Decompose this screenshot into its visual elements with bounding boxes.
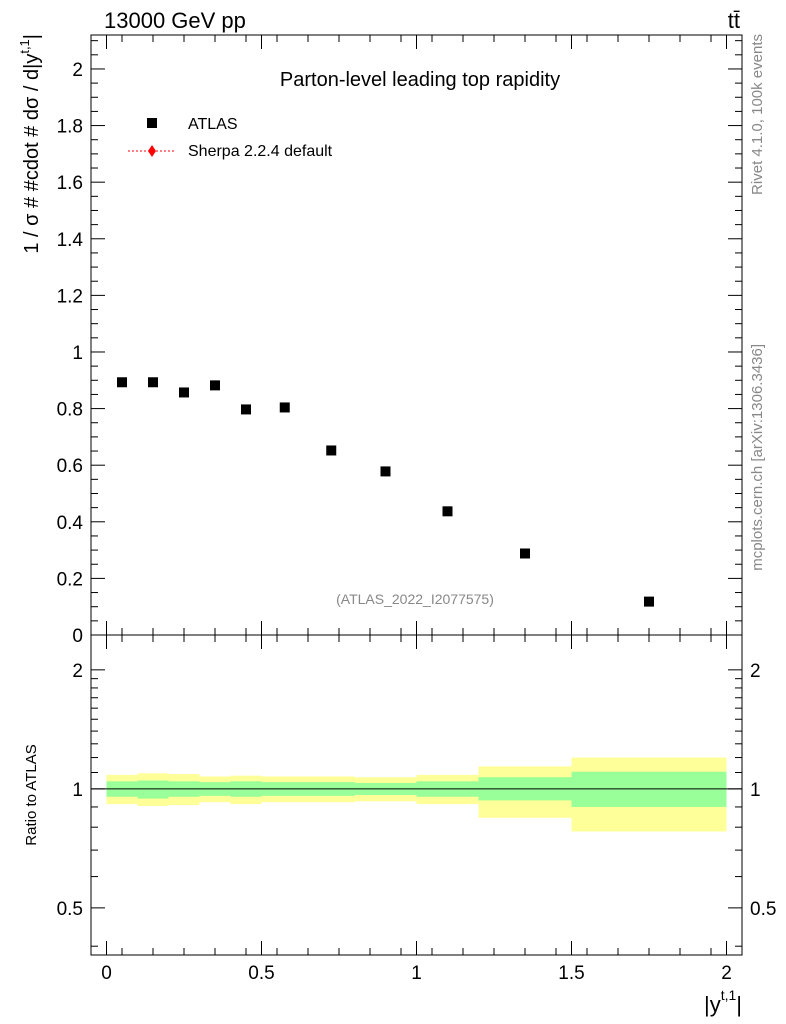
ratio-y-tick-labels: 0.5 0.5 1 1 2 2	[57, 661, 777, 920]
ratio-ticks	[90, 635, 742, 955]
main-y-tick-labels: 0 0.2 0.4 0.6 0.8 1 1.2 1.4 1.6 1.8 2	[57, 60, 84, 647]
data-point	[179, 387, 189, 398]
energy-label: 13000 GeV pp	[104, 8, 246, 33]
x-axis-title-sup: t,1	[721, 987, 737, 1003]
process-label: tt̄	[728, 8, 740, 33]
data-point	[241, 404, 251, 415]
data-point	[520, 548, 530, 559]
x-tick-label: 2	[721, 963, 732, 984]
legend-atlas-label: ATLAS	[188, 116, 238, 133]
y-tick-label: 1.2	[57, 286, 83, 307]
y-tick-label: 2	[72, 60, 83, 81]
y-tick-label: 0.2	[57, 569, 83, 590]
data-point	[117, 377, 127, 388]
data-point	[644, 596, 654, 607]
y-tick-label: 1	[72, 343, 83, 364]
data-point	[326, 445, 337, 456]
legend-sherpa-label: Sherpa 2.2.4 default	[188, 143, 333, 160]
ratio-y-tick-label-right: 1	[750, 780, 761, 801]
y-tick-label: 0.4	[57, 513, 84, 534]
stat-uncertainty-band	[137, 780, 169, 799]
analysis-watermark: (ATLAS_2022_I2077575)	[336, 591, 494, 607]
y-tick-label: 1.8	[57, 117, 83, 138]
ratio-y-tick-label-right: 2	[750, 661, 761, 682]
y-axis-title-sup: t,1	[17, 39, 32, 53]
data-point	[380, 466, 391, 477]
y-axis-title: 1 / σ # #cdot # dσ / d|yt,1|	[17, 34, 43, 254]
ratio-bands	[106, 757, 727, 832]
x-tick-label: 0	[101, 963, 112, 984]
data-point	[279, 402, 290, 413]
ratio-y-tick-label-right: 0.5	[750, 899, 776, 920]
x-tick-label: 1	[411, 963, 422, 984]
y-tick-label: 0.6	[57, 456, 83, 477]
y-tick-label: 0	[72, 626, 83, 647]
x-tick-label: 1.5	[558, 963, 584, 984]
y-axis-title-main: 1 / σ # #cdot # dσ / d|y	[21, 54, 43, 254]
x-tick-labels: 0 0.5 1 1.5 2	[101, 963, 732, 984]
x-tick-label: 0.5	[248, 963, 274, 984]
ratio-y-tick-label: 1	[72, 780, 83, 801]
ratio-y-axis-title: Ratio to ATLAS	[23, 744, 40, 845]
legend-atlas-marker	[147, 118, 157, 128]
y-axis-title-end: |	[21, 34, 43, 39]
ratio-frame	[90, 634, 743, 956]
y-tick-label: 1.4	[57, 230, 84, 251]
y-tick-label: 0.8	[57, 400, 83, 421]
chart-title: Parton-level leading top rapidity	[280, 69, 560, 91]
rivet-label: Rivet 4.1.0, 100k events	[749, 34, 766, 195]
data-point	[442, 506, 453, 517]
data-points	[117, 377, 654, 607]
x-axis-title-end: |	[736, 992, 742, 1017]
source-label: mcplots.cern.ch [arXiv:1306.3436]	[749, 344, 766, 571]
y-tick-label: 1.6	[57, 173, 83, 194]
x-axis-title: |yt,1|	[704, 987, 742, 1017]
ratio-panel: 0.5 0.5 1 1 2 2 0 0.5 1 1.5 2 Ratio to ATLAS |yt,…	[23, 634, 777, 1017]
ratio-y-tick-label: 0.5	[57, 899, 83, 920]
data-point	[210, 380, 220, 391]
main-panel: 0 0.2 0.4 0.6 0.8 1 1.2 1.4 1.6 1.8 2 Parton-level…	[17, 34, 743, 647]
data-point	[148, 377, 158, 388]
legend-sherpa-marker	[148, 145, 156, 157]
ratio-y-tick-label: 2	[72, 661, 83, 682]
legend: ATLAS Sherpa 2.2.4 default	[128, 116, 333, 160]
x-axis-title-main: |y	[704, 992, 721, 1017]
main-ticks	[90, 35, 742, 636]
